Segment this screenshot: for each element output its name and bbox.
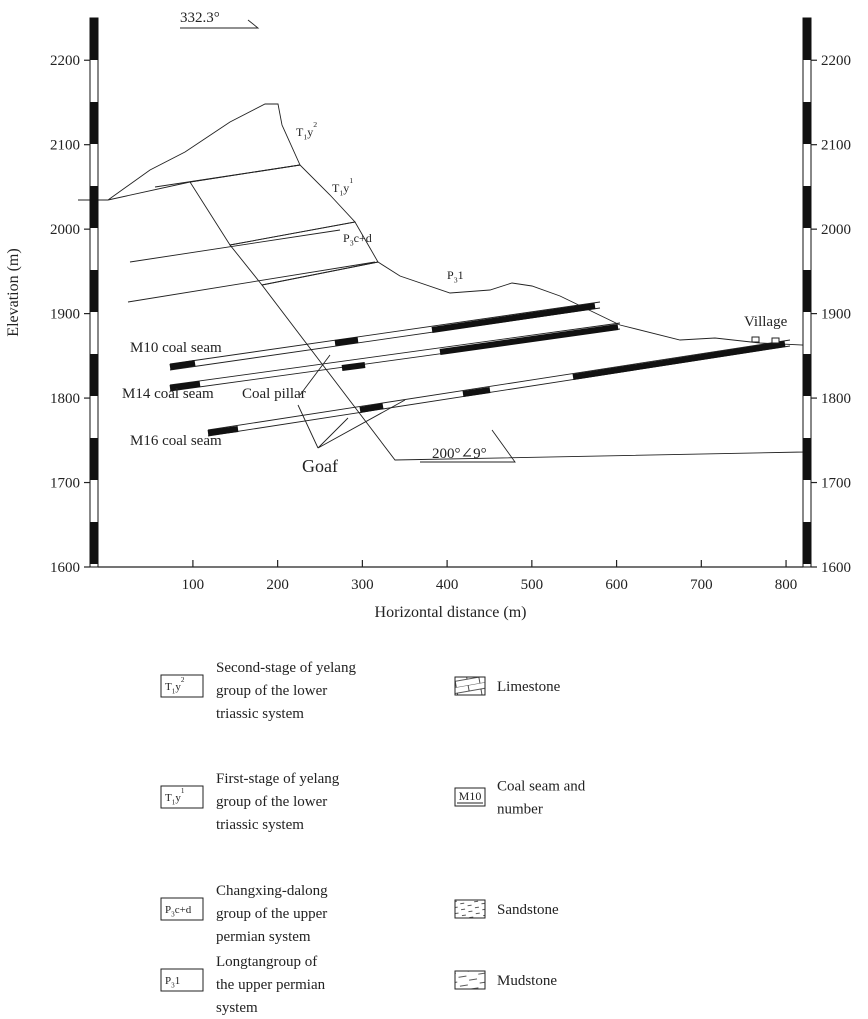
legend-text: Second-stage of yelang	[216, 660, 356, 676]
y-tick-label: 1800	[821, 391, 851, 407]
y-tick-label: 1600	[821, 560, 851, 576]
code-part: 1	[349, 176, 353, 185]
x-axis-label: Horizontal distance (m)	[375, 604, 527, 621]
y-tick-label: 2200	[50, 53, 80, 69]
lithology-swatch	[455, 900, 485, 918]
y-tick-label: 1700	[50, 476, 80, 492]
x-tick-label: 700	[690, 577, 713, 593]
y-tick-label: 2200	[821, 53, 851, 69]
dip-label: 200°∠9°	[432, 446, 487, 462]
code-part: c+d	[175, 904, 192, 916]
lithology-text: Limestone	[497, 679, 561, 695]
scale-segment	[90, 438, 98, 480]
y-tick-label: 1800	[50, 391, 80, 407]
lithology-key: M10	[459, 789, 482, 803]
legend-text: system	[216, 1000, 258, 1016]
code-part: 2	[181, 676, 185, 684]
y-axis-label: Elevation (m)	[5, 248, 22, 336]
goaf-label: Goaf	[302, 456, 338, 476]
x-tick-label: 300	[351, 577, 374, 593]
x-tick-label: 800	[775, 577, 798, 593]
village-label: Village	[744, 314, 788, 330]
x-tick-label: 400	[436, 577, 459, 593]
code-part: c+d	[354, 231, 372, 245]
y-tick-label: 1700	[821, 476, 851, 492]
pillar-label: Coal pillar	[242, 386, 306, 402]
formation-code: P31	[447, 268, 464, 285]
lithology-text: Sandstone	[497, 902, 559, 918]
formation-code: T1y2	[296, 120, 317, 142]
y-tick-label: 2000	[821, 222, 851, 238]
scale-segment	[803, 18, 811, 60]
y-tick-label: 1900	[821, 307, 851, 323]
code-part: 1	[181, 787, 185, 795]
page: {"direction":"332.3°", "chart_data":{"ty…	[0, 0, 868, 1019]
code-part: 1	[458, 268, 464, 282]
scale-segment	[90, 354, 98, 396]
lithology-text: number	[497, 802, 543, 818]
lithology-swatch	[455, 677, 485, 695]
x-tick-label: 100	[182, 577, 205, 593]
formation-code: T1y1	[332, 176, 353, 198]
seam-label: M16 coal seam	[130, 433, 222, 449]
scale-segment	[90, 270, 98, 312]
scale-segment	[90, 102, 98, 144]
scale-segment	[803, 438, 811, 480]
legend-text: permian system	[216, 929, 311, 945]
scale-segment	[803, 270, 811, 312]
scale-segment	[803, 102, 811, 144]
scale-segment	[90, 186, 98, 228]
y-tick-label: 2100	[50, 138, 80, 154]
legend-text: the upper permian	[216, 977, 326, 993]
figure: 332.3° Village M10 coal seam M14 coal se…	[0, 0, 868, 1019]
lithology-text: Mudstone	[497, 973, 557, 989]
scale-segment	[803, 186, 811, 228]
legend-text: group of the lower	[216, 683, 327, 699]
direction: 332.3°	[180, 10, 220, 26]
y-tick-label: 1600	[50, 560, 80, 576]
legend-text: group of the upper	[216, 906, 327, 922]
legend-text: triassic system	[216, 706, 304, 722]
code-part: 2	[313, 120, 317, 129]
x-tick-label: 500	[521, 577, 544, 593]
legend-text: Longtangroup of	[216, 954, 317, 970]
lithology-text: Coal seam and	[497, 779, 586, 795]
formation-code: P3c+d	[343, 231, 372, 248]
code-part: 1	[175, 975, 181, 987]
legend-text: Changxing-dalong	[216, 883, 328, 899]
legend-text: group of the lower	[216, 794, 327, 810]
y-tick-label: 2000	[50, 222, 80, 238]
x-tick-label: 200	[266, 577, 289, 593]
legend-text: First-stage of yelang	[216, 771, 340, 787]
scale-segment	[90, 18, 98, 60]
x-tick-label: 600	[605, 577, 628, 593]
seam-label: M14 coal seam	[122, 386, 214, 402]
seam-label: M10 coal seam	[130, 340, 222, 356]
formation-codes: T1y2 T1y1 P3c+d P31	[296, 120, 464, 285]
y-tick-label: 1900	[50, 307, 80, 323]
scale-segment	[803, 522, 811, 564]
scale-segment	[90, 522, 98, 564]
lithology-swatch	[455, 971, 485, 989]
legend-text: triassic system	[216, 817, 304, 833]
y-tick-label: 2100	[821, 138, 851, 154]
scale-segment	[803, 354, 811, 396]
